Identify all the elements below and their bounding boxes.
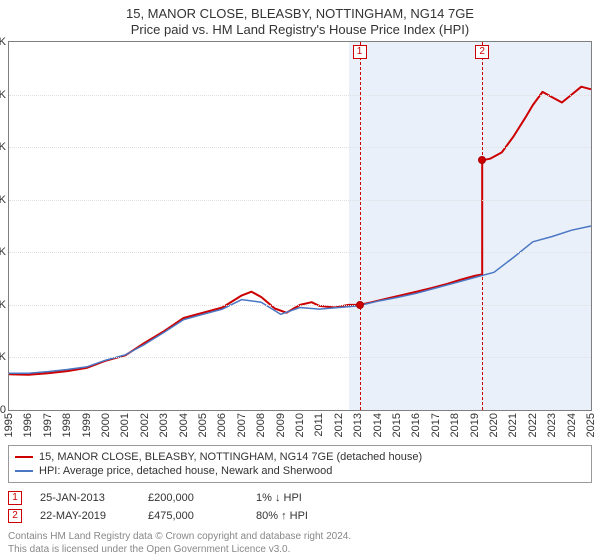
x-axis-tick-label: 1996 <box>22 413 34 437</box>
arrow-down-icon: ↓ <box>275 492 281 504</box>
x-axis-tick-label: 2006 <box>216 413 228 437</box>
legend-label: 15, MANOR CLOSE, BLEASBY, NOTTINGHAM, NG… <box>39 451 422 463</box>
y-axis-tick-label: £500K <box>0 141 6 153</box>
annotation-date: 25-JAN-2013 <box>40 492 130 504</box>
y-axis-tick-label: £300K <box>0 246 6 258</box>
annotation-flag-icon: 1 <box>8 491 22 505</box>
x-axis-tick-label: 1997 <box>42 413 54 437</box>
y-axis-tick-label: £700K <box>0 36 6 48</box>
x-axis-tick-label: 2001 <box>119 413 131 437</box>
annotation-flag-icon: 2 <box>8 509 22 523</box>
x-axis-tick-label: 2011 <box>313 413 325 437</box>
x-axis-tick-label: 2013 <box>352 413 364 437</box>
event-marker-line <box>482 42 483 410</box>
y-axis-tick-label: £400K <box>0 194 6 206</box>
y-axis-tick-label: £600K <box>0 89 6 101</box>
event-flag-icon: 2 <box>475 45 489 59</box>
legend-item: HPI: Average price, detached house, Newa… <box>15 464 585 478</box>
x-axis-tick-label: 2003 <box>158 413 170 437</box>
x-axis-tick-label: 2019 <box>469 413 481 437</box>
footer-attribution: Contains HM Land Registry data © Crown c… <box>8 531 592 556</box>
legend: 15, MANOR CLOSE, BLEASBY, NOTTINGHAM, NG… <box>8 445 592 483</box>
x-axis-tick-label: 2010 <box>294 413 306 437</box>
x-axis-tick-label: 2014 <box>372 413 384 437</box>
y-axis-tick-label: £200K <box>0 299 6 311</box>
annotation-row: 1 25-JAN-2013 £200,000 1% ↓ HPI <box>8 489 592 507</box>
chart-plot-area: £0£100K£200K£300K£400K£500K£600K£700K199… <box>8 41 592 411</box>
x-axis-tick-label: 2005 <box>197 413 209 437</box>
x-axis-tick-label: 2002 <box>139 413 151 437</box>
x-axis-tick-label: 2017 <box>430 413 442 437</box>
annotation-delta: 1% ↓ HPI <box>256 492 346 504</box>
y-axis-tick-label: £100K <box>0 351 6 363</box>
x-axis-tick-label: 2025 <box>585 413 597 437</box>
x-axis-tick-label: 2018 <box>449 413 461 437</box>
x-axis-tick-label: 2000 <box>100 413 112 437</box>
annotation-table: 1 25-JAN-2013 £200,000 1% ↓ HPI 2 22-MAY… <box>8 489 592 525</box>
series-line-property <box>9 87 591 375</box>
x-axis-tick-label: 2023 <box>546 413 558 437</box>
x-axis-tick-label: 2022 <box>527 413 539 437</box>
x-axis-tick-label: 1999 <box>81 413 93 437</box>
legend-swatch <box>15 470 33 472</box>
price-point-marker <box>478 156 486 164</box>
x-axis-tick-label: 2009 <box>275 413 287 437</box>
x-axis-tick-label: 2016 <box>410 413 422 437</box>
x-axis-tick-label: 2020 <box>488 413 500 437</box>
title-block: 15, MANOR CLOSE, BLEASBY, NOTTINGHAM, NG… <box>8 6 592 37</box>
x-axis-tick-label: 2012 <box>333 413 345 437</box>
x-axis-tick-label: 2008 <box>255 413 267 437</box>
x-axis-tick-label: 1995 <box>3 413 15 437</box>
footer-line: This data is licensed under the Open Gov… <box>8 544 592 557</box>
annotation-price: £475,000 <box>148 510 238 522</box>
x-axis-tick-label: 1998 <box>61 413 73 437</box>
x-axis-tick-label: 2021 <box>507 413 519 437</box>
event-marker-line <box>360 42 361 410</box>
price-point-marker <box>356 301 364 309</box>
chart-container: 15, MANOR CLOSE, BLEASBY, NOTTINGHAM, NG… <box>0 0 600 560</box>
footer-line: Contains HM Land Registry data © Crown c… <box>8 531 592 544</box>
legend-item: 15, MANOR CLOSE, BLEASBY, NOTTINGHAM, NG… <box>15 450 585 464</box>
event-flag-icon: 1 <box>353 45 367 59</box>
chart-svg <box>9 42 591 410</box>
annotation-price: £200,000 <box>148 492 238 504</box>
legend-swatch <box>15 456 33 458</box>
x-axis-tick-label: 2004 <box>178 413 190 437</box>
annotation-row: 2 22-MAY-2019 £475,000 80% ↑ HPI <box>8 507 592 525</box>
arrow-up-icon: ↑ <box>281 510 287 522</box>
annotation-date: 22-MAY-2019 <box>40 510 130 522</box>
legend-label: HPI: Average price, detached house, Newa… <box>39 465 332 477</box>
series-line-hpi <box>9 226 591 373</box>
annotation-delta: 80% ↑ HPI <box>256 510 346 522</box>
x-axis-tick-label: 2015 <box>391 413 403 437</box>
x-axis-tick-label: 2024 <box>566 413 578 437</box>
x-axis-tick-label: 2007 <box>236 413 248 437</box>
chart-subtitle: Price paid vs. HM Land Registry's House … <box>8 22 592 37</box>
chart-title: 15, MANOR CLOSE, BLEASBY, NOTTINGHAM, NG… <box>8 6 592 21</box>
